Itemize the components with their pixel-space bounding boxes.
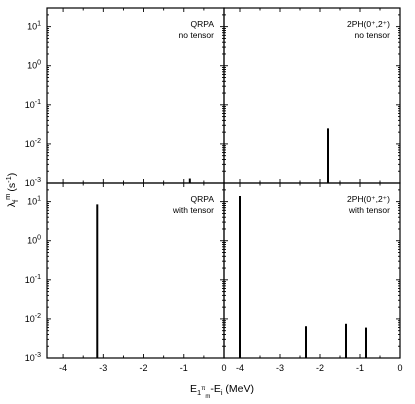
x-tick-label: -2 xyxy=(140,363,148,373)
y-label-unit-sup: -1 xyxy=(4,176,13,183)
y-label-unit-open: (s xyxy=(6,183,18,192)
y-axis-label: λfm (s-1) xyxy=(3,173,20,208)
x-tick-label: -2 xyxy=(316,363,324,373)
y-tick-label: 10-3 xyxy=(25,177,41,188)
y-tick-label-exp: -3 xyxy=(35,352,41,359)
y-tick-label: 10-1 xyxy=(25,274,41,285)
y-tick-label-exp: -2 xyxy=(35,138,41,145)
panel-label-line2: no tensor xyxy=(179,30,215,40)
y-tick-label: 10-1 xyxy=(25,99,41,110)
panel-label-line2: with tensor xyxy=(172,205,214,215)
panel-label-line1: QRPA xyxy=(191,19,215,29)
x-tick-label: -3 xyxy=(276,363,284,373)
y-tick-label-exp: 0 xyxy=(37,235,41,242)
panel-label-line1: 2PH(0⁺,2⁺) xyxy=(347,194,390,204)
y-label-main: λ xyxy=(6,201,18,207)
y-tick-label-exp: 1 xyxy=(37,196,41,203)
y-tick-label: 100 xyxy=(27,60,41,71)
y-label-sub: f xyxy=(11,199,20,202)
x-tick-label: -1 xyxy=(180,363,188,373)
y-tick-label: 10-2 xyxy=(25,138,41,149)
x-label-subsup: π xyxy=(201,386,205,392)
panel-top-right: 2PH(0⁺,2⁺)no tensor xyxy=(223,7,401,184)
y-tick-label-base: 10 xyxy=(27,236,37,246)
x-tick-label: 0 xyxy=(221,363,226,373)
y-tick-label: 10-3 xyxy=(25,352,41,363)
x-label-unit: (MeV) xyxy=(223,383,255,395)
y-tick-label-exp: -1 xyxy=(35,99,41,106)
y-tick-label-base: 10 xyxy=(27,22,37,32)
y-tick-label-exp: 1 xyxy=(37,21,41,28)
x-label-sub2: i xyxy=(221,388,223,397)
x-axis-label: E1πm-Ei (MeV) xyxy=(190,383,254,400)
x-tick-label: -1 xyxy=(356,363,364,373)
x-tick-label: -4 xyxy=(59,363,67,373)
y-tick-label-exp: -2 xyxy=(35,313,41,320)
x-label-main: E xyxy=(190,383,197,395)
y-tick-label-base: 10 xyxy=(25,353,35,363)
x-label-subsub: m xyxy=(205,394,210,400)
y-label-unit-close: ) xyxy=(6,173,18,177)
x-tick-label: -3 xyxy=(99,363,107,373)
x-label-sub: 1 xyxy=(197,388,201,397)
panel-label-line1: QRPA xyxy=(191,194,215,204)
y-tick-label: 101 xyxy=(27,21,41,32)
y-label-sup: m xyxy=(3,194,12,200)
y-tick-label-exp: -3 xyxy=(35,177,41,184)
y-tick-label-base: 10 xyxy=(25,314,35,324)
y-tick-label-base: 10 xyxy=(27,197,37,207)
x-tick-label: 0 xyxy=(397,363,402,373)
x-label-rest: -E xyxy=(210,383,221,395)
panel-label-line2: no tensor xyxy=(355,30,391,40)
y-tick-label-exp: 0 xyxy=(37,60,41,67)
panel-label-line1: 2PH(0⁺,2⁺) xyxy=(347,19,390,29)
panel-bottom-right: 2PH(0⁺,2⁺)with tensor -4 -3 -2 -1 0 xyxy=(223,182,403,373)
x-tick-label: -4 xyxy=(236,363,244,373)
y-tick-label-base: 10 xyxy=(25,275,35,285)
y-tick-label-base: 10 xyxy=(25,178,35,188)
y-tick-label: 10-2 xyxy=(25,313,41,324)
panel-label-line2: with tensor xyxy=(348,205,390,215)
y-tick-label-base: 10 xyxy=(25,139,35,149)
y-tick-label-base: 10 xyxy=(27,61,37,71)
y-tick-label-base: 10 xyxy=(25,100,35,110)
y-tick-label: 100 xyxy=(27,235,41,246)
panel-frame xyxy=(223,182,401,359)
y-tick-label-exp: -1 xyxy=(35,274,41,281)
y-tick-label: 101 xyxy=(27,196,41,207)
